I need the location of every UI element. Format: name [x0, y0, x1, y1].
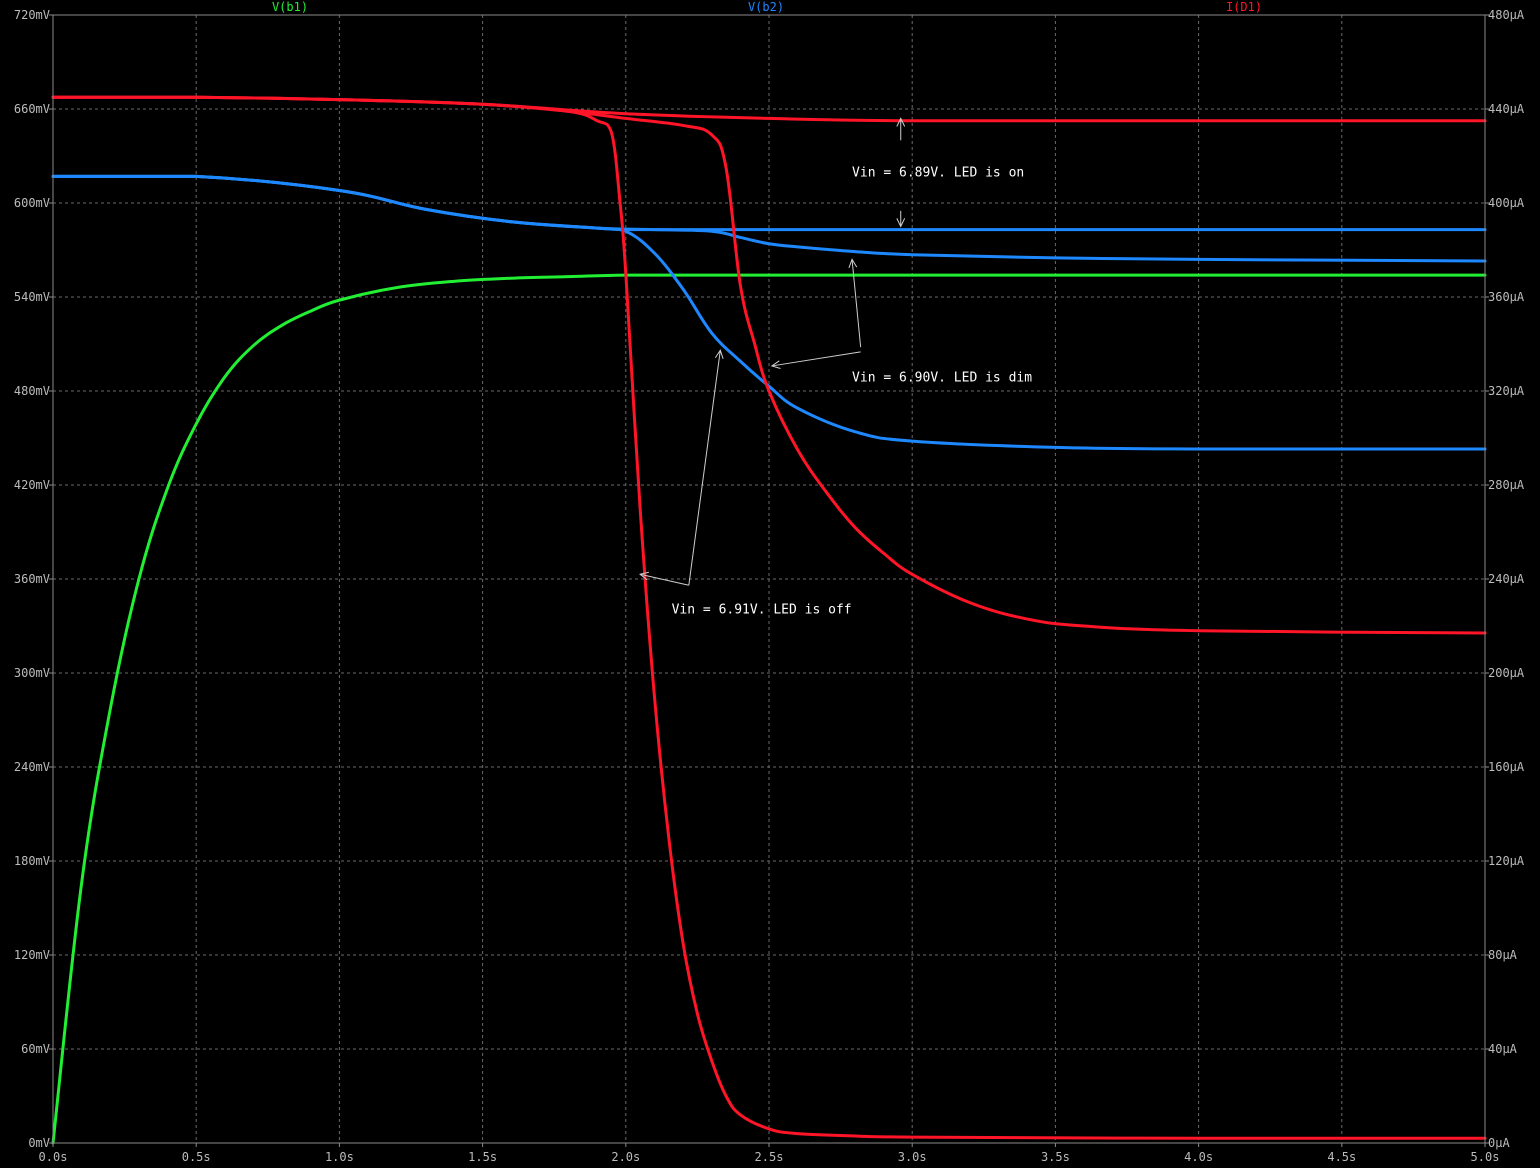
annotation-3: Vin = 6.91V. LED is off [672, 602, 852, 617]
series-vb1-all-line [51, 273, 1487, 1145]
y-right-tick-label: 160µA [1488, 760, 1525, 774]
x-tick-label: 2.5s [755, 1150, 784, 1164]
y-right-tick-label: 80µA [1488, 948, 1518, 962]
pointer-head [714, 349, 724, 359]
y-right-tick-label: 0µA [1488, 1136, 1510, 1150]
pointer-line [771, 351, 861, 367]
series-id1-691V-line [51, 95, 1487, 1140]
pointer-line [851, 259, 862, 348]
y-right-tick-label: 400µA [1488, 196, 1525, 210]
legend: V(b1) V(b2) I(D1) [272, 0, 1262, 14]
y-right-tick-label: 360µA [1488, 290, 1525, 304]
series-vb2-691V-line [51, 174, 1487, 451]
y-right-tick-label: 40µA [1488, 1042, 1518, 1056]
y-left-tick-label: 60mV [21, 1042, 50, 1056]
y-left-tick-label: 720mV [14, 8, 50, 22]
annotation-1: Vin = 6.89V. LED is on [852, 165, 1024, 180]
legend-entry-vb1[interactable]: V(b1) [272, 0, 308, 14]
y-left-tick-label: 0mV [28, 1136, 50, 1150]
x-tick-label: 1.0s [325, 1150, 354, 1164]
y-left-tick-label: 240mV [14, 760, 50, 774]
pointer-head [770, 360, 781, 370]
x-tick-label: 2.0s [611, 1150, 640, 1164]
x-tick-label: 3.0s [898, 1150, 927, 1164]
pointer-head [896, 218, 906, 228]
legend-entry-id1[interactable]: I(D1) [1226, 0, 1262, 14]
grid [53, 15, 1485, 1143]
x-tick-label: 0.5s [182, 1150, 211, 1164]
y-left-tick-label: 120mV [14, 948, 50, 962]
pointer-head [896, 117, 906, 127]
x-tick-label: 4.5s [1327, 1150, 1356, 1164]
y-left-tick-label: 540mV [14, 290, 50, 304]
pointer-line [688, 350, 721, 586]
y-right-tick-label: 240µA [1488, 572, 1525, 586]
y-left-tick-label: 360mV [14, 572, 50, 586]
annotations: Vin = 6.89V. LED is on Vin = 6.90V. LED i… [672, 165, 1033, 617]
y-left-tick-label: 180mV [14, 854, 50, 868]
series-layer [51, 95, 1487, 1145]
y-right-tick-label: 200µA [1488, 666, 1525, 680]
y-right-tick-label: 280µA [1488, 478, 1525, 492]
y-left-tick-label: 300mV [14, 666, 50, 680]
x-tick-label: 5.0s [1471, 1150, 1500, 1164]
y-left-tick-label: 420mV [14, 478, 50, 492]
y-right-tick-label: 320µA [1488, 384, 1525, 398]
y-right-tick-label: 480µA [1488, 8, 1525, 22]
y-left-tick-label: 480mV [14, 384, 50, 398]
y-right-tick-label: 440µA [1488, 102, 1525, 116]
y-left-tick-label: 660mV [14, 102, 50, 116]
annotation-2: Vin = 6.90V. LED is dim [852, 371, 1032, 386]
y-left-tick-label: 600mV [14, 196, 50, 210]
pointer-head [848, 258, 858, 269]
legend-entry-vb2[interactable]: V(b2) [748, 0, 784, 14]
x-tick-label: 4.0s [1184, 1150, 1213, 1164]
y-right-tick-label: 120µA [1488, 854, 1525, 868]
tick-labels: 0.0s 0.5s 1.0s 1.5s 2.0s 2.5s 3.0s 3.5s 4.0s 4.5s… [14, 8, 1525, 1164]
x-tick-label: 1.5s [468, 1150, 497, 1164]
pointer-line [640, 573, 689, 586]
annotation-pointers [638, 117, 906, 586]
pointer-head [638, 571, 649, 581]
x-tick-label: 0.0s [39, 1150, 68, 1164]
x-tick-label: 3.5s [1041, 1150, 1070, 1164]
